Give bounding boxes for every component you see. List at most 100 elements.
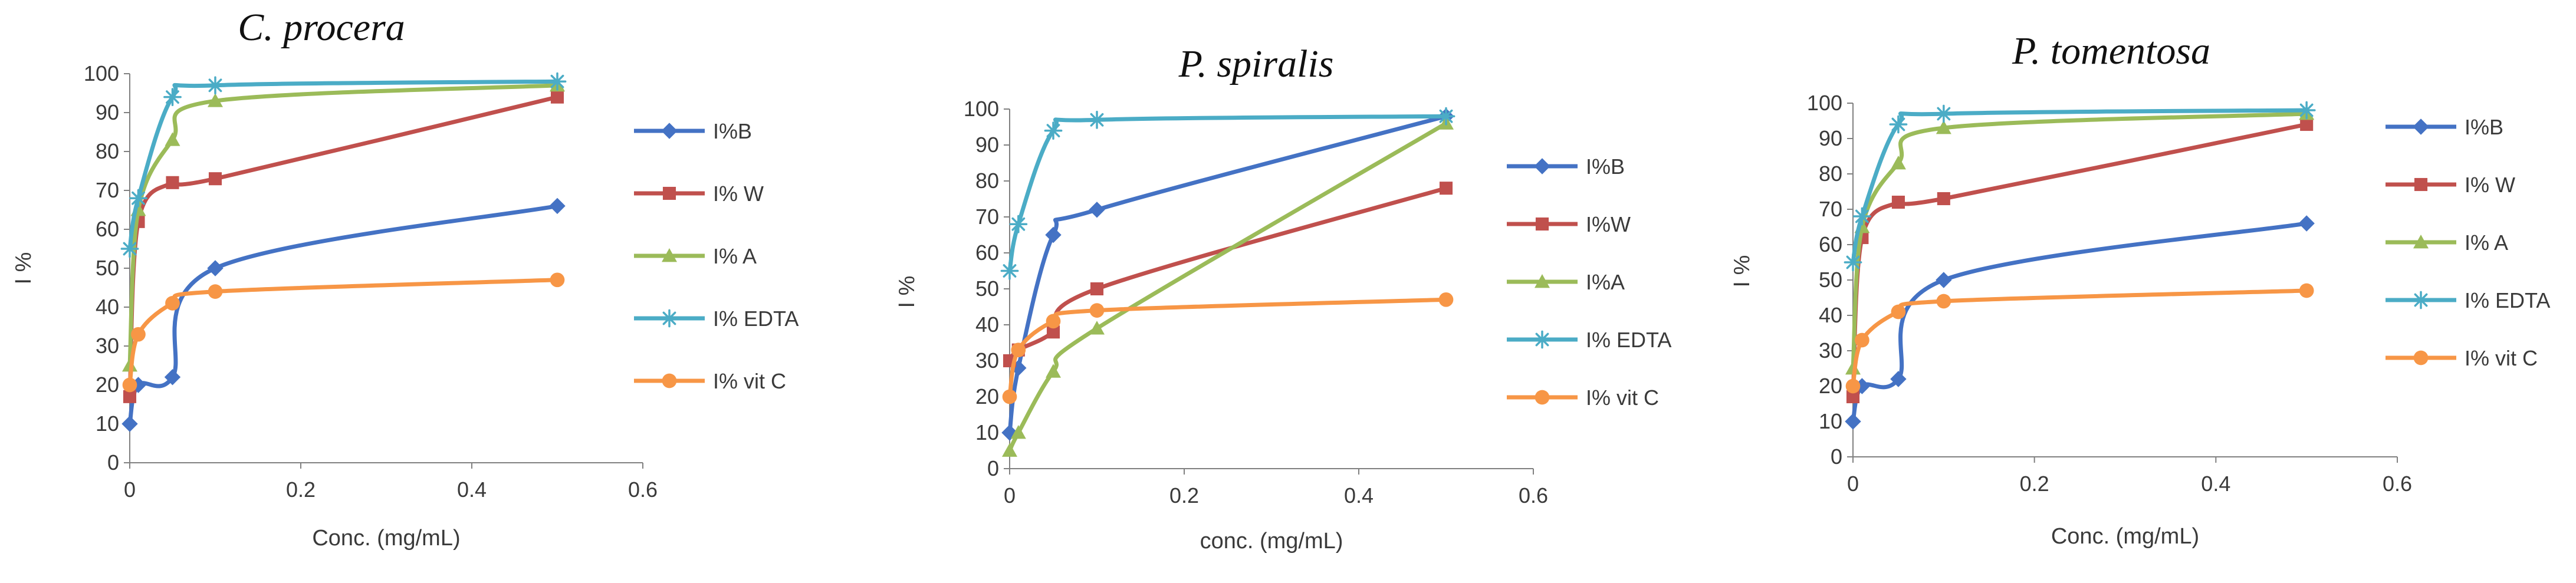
legend-entry: I%A	[1507, 270, 1625, 294]
legend-label: I%B	[713, 119, 752, 143]
series-i-edta	[120, 72, 567, 258]
data-point-stroke	[662, 311, 676, 325]
x-tick-label: 0.6	[628, 477, 658, 502]
legend-label: I% A	[713, 244, 757, 268]
data-point	[166, 176, 179, 189]
legend-label: I% EDTA	[2465, 288, 2550, 312]
series-i-vit-c	[1002, 292, 1454, 404]
data-point	[1852, 207, 1871, 226]
data-point	[1437, 107, 1455, 126]
data-point-stroke	[1046, 124, 1060, 138]
data-point	[2297, 101, 2316, 120]
y-tick-label: 20	[1819, 374, 1842, 398]
data-point-stroke	[1891, 117, 1905, 131]
data-point	[1845, 413, 1861, 430]
y-tick-label: 10	[96, 411, 119, 436]
data-point	[550, 272, 565, 288]
legend-label: I% vit C	[1586, 386, 1659, 410]
data-point	[129, 189, 147, 207]
data-point	[662, 186, 676, 200]
series-i-w	[123, 90, 564, 403]
series-i-edta	[1844, 101, 2316, 272]
data-point	[1846, 390, 1860, 404]
data-point	[550, 90, 564, 104]
legend-entry: I%B	[634, 119, 752, 143]
data-point	[549, 197, 566, 215]
data-point	[1089, 303, 1105, 318]
data-point	[1009, 215, 1028, 233]
series-i-edta	[1000, 107, 1455, 280]
data-point	[1891, 304, 1906, 320]
data-point	[1936, 272, 1952, 288]
data-point	[1535, 390, 1550, 405]
data-point	[1535, 217, 1549, 231]
data-point	[208, 93, 223, 107]
data-point	[164, 369, 181, 386]
data-point	[163, 88, 182, 106]
y-tick-label: 80	[96, 139, 119, 163]
y-axis-label: I %	[895, 276, 919, 308]
x-tick-label: 0.6	[1519, 483, 1548, 508]
y-tick-label: 40	[1819, 303, 1842, 327]
x-axis-label: Conc. (mg/mL)	[2051, 524, 2199, 549]
data-point	[1045, 226, 1062, 243]
series-i-b	[1845, 215, 2315, 430]
data-point-stroke	[550, 74, 564, 88]
series-line	[1851, 221, 2309, 424]
data-point	[1890, 156, 1906, 170]
legend-label: I%B	[2465, 115, 2503, 139]
y-tick-label: 100	[1807, 91, 1842, 115]
data-point	[1044, 121, 1063, 140]
data-point	[1087, 110, 1106, 129]
data-point	[2299, 283, 2314, 298]
x-tick-label: 0.6	[2383, 472, 2412, 496]
y-tick-label: 70	[96, 178, 119, 202]
data-point	[1936, 120, 1951, 134]
series-i-a	[122, 77, 565, 372]
data-point	[661, 123, 678, 139]
y-tick-label: 100	[84, 61, 119, 85]
chart-title: C. procera	[238, 6, 405, 49]
legend-label: I% vit C	[713, 369, 786, 393]
y-tick-label: 50	[1819, 268, 1842, 292]
data-point-stroke	[208, 78, 222, 93]
data-point	[120, 239, 139, 258]
series-i-w	[1846, 117, 2314, 404]
legend-entry: I%B	[2386, 115, 2503, 139]
y-tick-label: 90	[96, 100, 119, 124]
data-point	[1855, 332, 1869, 348]
data-point	[662, 373, 677, 388]
data-point	[1046, 314, 1061, 329]
legend-entry: I% W	[2386, 173, 2515, 197]
series-i-a	[1002, 116, 1454, 457]
legend-entry: I% W	[634, 182, 764, 206]
y-tick-label: 20	[975, 384, 999, 409]
legend-label: I% EDTA	[1586, 328, 1671, 352]
legend-label: I% W	[713, 182, 764, 206]
y-axis-label: I %	[11, 252, 36, 285]
x-tick-label: 0	[1847, 472, 1859, 496]
series-i-b	[121, 197, 566, 432]
legend-label: I%A	[1586, 270, 1625, 294]
legend-entry: I% EDTA	[634, 307, 799, 331]
data-point	[165, 296, 180, 311]
y-tick-label: 90	[1819, 126, 1842, 150]
data-point-stroke	[132, 191, 145, 205]
legend-entry: I%B	[1507, 154, 1625, 179]
y-tick-label: 70	[1819, 197, 1842, 221]
data-point	[1046, 364, 1061, 378]
y-tick-label: 40	[975, 312, 999, 337]
data-point	[1089, 321, 1105, 335]
legend-label: I% EDTA	[713, 307, 799, 331]
series-line	[1851, 122, 2309, 399]
legend-label: I% vit C	[2465, 346, 2538, 370]
data-point	[548, 72, 567, 91]
legend-label: I%W	[1586, 212, 1631, 236]
x-tick-label: 0.2	[1169, 483, 1199, 508]
data-point	[2413, 350, 2429, 365]
data-point-stroke	[1937, 107, 1951, 121]
y-tick-label: 60	[975, 241, 999, 265]
data-point	[1000, 262, 1019, 280]
x-tick-label: 0.2	[286, 477, 316, 502]
y-tick-label: 0	[987, 456, 999, 480]
